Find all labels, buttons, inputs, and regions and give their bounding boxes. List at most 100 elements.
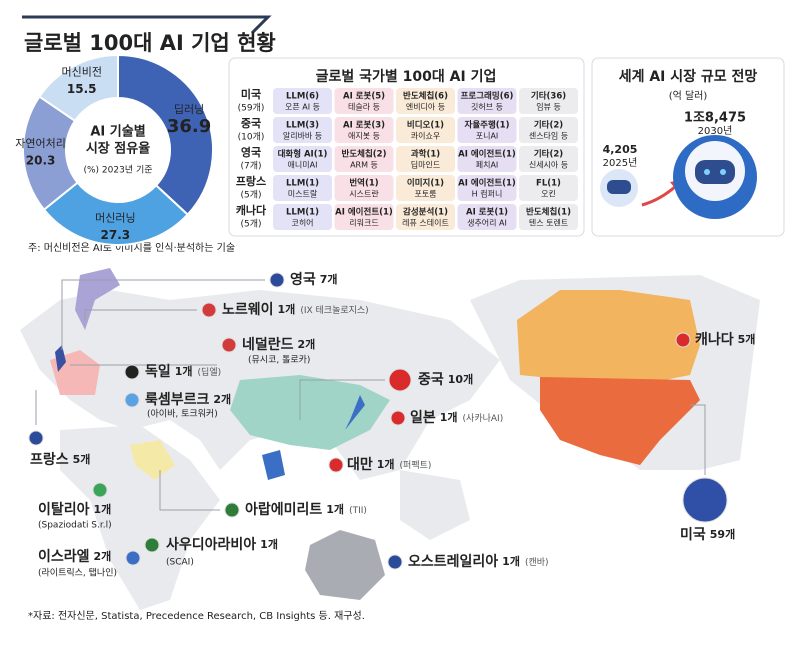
source: *자료: 전자신문, Statista, Precedence Research… [28, 610, 365, 622]
cell-category: 감성분석(1) [403, 207, 448, 218]
cell-company: 생추어리 AI [467, 218, 507, 228]
flag [387, 554, 403, 570]
country-name: 중국 [418, 372, 444, 388]
country-label: 독일 1개 (딥엘) [145, 364, 221, 380]
country-count: 1개 [260, 537, 278, 551]
country-label: 대만 1개 (퍼펙트) [347, 457, 431, 473]
country-label: 캐나다 5개 [695, 332, 755, 348]
country-count: 1개 [175, 364, 193, 378]
company-note: (뮤시코, 톨로카) [248, 355, 310, 366]
country-label: 일본 1개 (사카나AI) [410, 410, 503, 426]
cell-company: 오킨 [541, 189, 556, 199]
country-count: 5개 [73, 452, 91, 466]
table-cell [519, 117, 578, 143]
country-name: 미국 [241, 87, 261, 101]
cell-category: 과학(1) [411, 149, 440, 160]
country-label: 프랑스 5개 [30, 452, 90, 468]
country-count: 2개 [213, 392, 231, 406]
cell-company: 임뷰 등 [536, 103, 561, 112]
flag [390, 410, 406, 426]
country-count: 1개 [377, 457, 395, 471]
table-cell [334, 117, 394, 143]
flag [328, 457, 344, 473]
country-name: 이스라엘 [38, 548, 90, 565]
growth-arrow [641, 184, 677, 207]
slice-value: 20.3 [26, 154, 56, 168]
saudi-arabia [130, 440, 175, 480]
robot-face [607, 180, 631, 194]
country-count: 1개 [94, 502, 112, 516]
cell-category: AI 에이전트(1) [335, 207, 393, 218]
pie-subtitle: (%) 2023년 기준 [83, 165, 152, 176]
cell-category: 자율주행(1) [465, 120, 510, 131]
country-count: (7개) [240, 161, 261, 172]
slice-label: 딥러닝 [174, 103, 204, 116]
country-label: 영국 7개 [290, 271, 338, 288]
cell-company: 깃허브 등 [471, 102, 503, 112]
cell-category: 반도체칩(6) [403, 91, 448, 102]
country-label: 중국 10개 [418, 372, 473, 388]
cell-category: LLM(1) [286, 179, 319, 189]
country-count: 1개 [440, 410, 458, 424]
country-name: 네덜란드 [242, 336, 294, 353]
pie-slice [38, 53, 119, 123]
company-note: (IX 테크놀로지스) [300, 305, 368, 316]
company-note: (퍼펙트) [400, 460, 432, 471]
cell-company: ARM 등 [350, 161, 378, 170]
market-title: 세계 AI 시장 규모 전망 [619, 68, 758, 85]
table-title: 글로벌 국가별 100대 AI 기업 [316, 68, 497, 85]
table-cell [273, 175, 332, 201]
usa [540, 377, 700, 465]
slice-value: 15.5 [67, 82, 97, 96]
country-count: 10개 [448, 372, 473, 386]
cell-company: 포토룸 [414, 190, 436, 199]
company-note: (아이바, 토크워커) [147, 409, 218, 420]
country-name: 프랑스 [30, 452, 69, 468]
china [230, 375, 390, 450]
market-year: 2025년 [603, 157, 638, 169]
table-cell [457, 175, 517, 201]
cell-category: 기타(36) [531, 91, 566, 102]
robot-eye [720, 169, 726, 175]
table-cell [519, 175, 578, 201]
cell-company: 포니AI [476, 131, 499, 141]
table-cell [457, 204, 517, 230]
leader-line [159, 470, 220, 511]
country-name: 이탈리아 [38, 501, 90, 518]
country-name: 프랑스 [236, 175, 266, 188]
cell-company: 미스트랄 [288, 190, 318, 199]
country-name: 캐나다 [236, 203, 267, 217]
cell-company: 엔비디아 등 [406, 102, 445, 112]
country-name: 사우디아라비아 [166, 536, 256, 553]
flag [144, 537, 160, 553]
country-count: 2개 [298, 337, 316, 351]
leader-line [84, 309, 197, 320]
country-count: 1개 [278, 302, 296, 316]
flag [201, 302, 217, 318]
robot-face [695, 160, 735, 184]
country-label: 노르웨이 1개 (IX 테크놀로지스) [222, 301, 369, 318]
country-count: (59개) [238, 103, 265, 114]
cell-category: AI 에이전트(1) [458, 178, 516, 189]
table-cell [396, 117, 455, 143]
flag [388, 368, 412, 392]
table-cell [273, 204, 332, 230]
country-count: 59개 [710, 527, 735, 541]
flag [224, 502, 240, 518]
cell-company: 텐스 토렌트 [529, 218, 568, 228]
cell-category: 프로그래밍(6) [461, 91, 514, 102]
cell-company: 코히어 [291, 218, 313, 228]
leader-line [690, 404, 706, 475]
country-name: 룩셈부르크 [145, 391, 210, 408]
country-label: 이스라엘 2개 [38, 548, 111, 565]
pie-slice [117, 53, 214, 217]
company-note: (TII) [349, 506, 367, 516]
table-cell [519, 88, 578, 114]
cell-company: 딥마인드 [411, 160, 440, 170]
country-name: 영국 [241, 146, 261, 159]
cell-category: AI 에이전트(1) [458, 149, 516, 160]
australia [305, 530, 385, 600]
country-label: 네덜란드 2개 [242, 336, 315, 353]
cell-category: 대화형 AI(1) [278, 149, 328, 160]
